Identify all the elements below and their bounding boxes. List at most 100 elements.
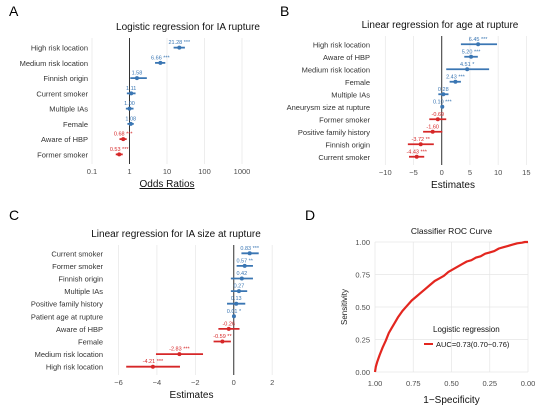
x-tick-label: −6	[114, 378, 123, 387]
estimate-point	[236, 289, 241, 294]
category-label: Aware of HBP	[56, 325, 103, 334]
value-label: -3.72 **	[412, 137, 431, 143]
value-label: -0.69	[432, 112, 445, 118]
x-tick-label: 1	[127, 167, 131, 176]
value-label: 0.57 **	[236, 258, 253, 264]
y-tick-label: 0.75	[355, 271, 370, 280]
estimate-point	[177, 352, 182, 357]
value-label: 1.58	[132, 71, 143, 77]
x-tick-label: 2	[270, 378, 274, 387]
y-tick-label: 1.00	[355, 238, 370, 247]
estimate-point	[220, 339, 225, 344]
category-label: High risk location	[46, 363, 103, 372]
value-label: 4.51 *	[460, 62, 475, 68]
value-label: 0.28	[438, 87, 449, 93]
category-label: Female	[345, 78, 370, 87]
category-label: Multiple IAs	[64, 287, 103, 296]
panel-a-forest-plot: Logistic regression for IA rupture High r…	[20, 22, 261, 190]
x-tick-label: 0.75	[406, 379, 421, 388]
value-label: 6.45 ***	[469, 37, 489, 43]
estimate-point	[117, 152, 122, 157]
estimate-point	[476, 42, 481, 47]
estimate-point	[414, 154, 419, 159]
x-tick-label: 10	[163, 167, 171, 176]
x-tick-label: −2	[191, 378, 200, 387]
estimate-point	[239, 276, 244, 281]
value-label: 0.01 *	[227, 309, 242, 315]
estimate-point	[127, 106, 132, 111]
estimate-point	[231, 314, 236, 319]
y-axis-label: Sensitivity	[340, 289, 349, 325]
estimate-point	[440, 104, 445, 109]
y-tick-label: 0.00	[355, 368, 370, 377]
x-tick-label: 0	[440, 168, 444, 177]
category-label: Female	[63, 120, 88, 129]
x-tick-label: 100	[198, 167, 211, 176]
value-label: 0.83 ***	[240, 246, 260, 252]
y-tick-label: 0.25	[355, 336, 370, 345]
estimate-point	[247, 251, 252, 256]
category-label: High risk location	[313, 40, 370, 49]
category-label: Finnish origin	[58, 275, 103, 284]
estimate-point	[242, 263, 247, 268]
estimate-point	[453, 79, 458, 84]
value-label: -2.83 ***	[169, 347, 190, 353]
x-tick-label: 0.50	[444, 379, 459, 388]
value-label: 1.00	[124, 101, 135, 107]
estimate-point	[150, 364, 155, 369]
chart-title: Classifier ROC Curve	[411, 226, 493, 236]
category-label: Current smoker	[36, 89, 88, 98]
value-label: 6.66 ***	[151, 55, 171, 61]
panel-letter-a: A	[9, 3, 19, 19]
value-label: 2.43 ***	[446, 74, 466, 80]
category-label: Finnish origin	[43, 74, 88, 83]
estimate-point	[469, 54, 474, 59]
legend-title: Logistic regression	[433, 325, 500, 334]
category-label: Aware of HBP	[323, 53, 370, 62]
panel-letter-d: D	[305, 207, 315, 223]
estimate-point	[435, 117, 440, 122]
value-label: -1.60	[426, 124, 439, 130]
value-label: 0.68 ***	[114, 132, 134, 138]
x-tick-label: 0.25	[482, 379, 497, 388]
category-label: Finnish origin	[325, 140, 370, 149]
category-label: Former smoker	[52, 262, 103, 271]
x-axis-label: Estimates	[431, 180, 475, 191]
value-label: 0.42	[236, 271, 247, 277]
x-tick-label: 5	[468, 168, 472, 177]
value-label: 0.27	[234, 284, 245, 290]
value-label: 0.53 ***	[110, 147, 130, 153]
category-label: Medium risk location	[35, 350, 103, 359]
value-label: -0.26	[222, 321, 235, 327]
category-label: Medium risk location	[302, 65, 370, 74]
estimate-point	[418, 142, 423, 147]
category-label: Current smoker	[318, 153, 370, 162]
x-tick-label: 0.1	[87, 167, 97, 176]
panel-letter-b: B	[280, 3, 289, 19]
x-tick-label: −4	[153, 378, 162, 387]
value-label: 0.13	[231, 296, 242, 302]
value-label: 21.28 ***	[168, 40, 191, 46]
chart-title: Linear regression for age at rupture	[362, 20, 519, 31]
category-label: Female	[78, 338, 103, 347]
panel-d-roc-plot: Classifier ROC Curve 0.00 0.25 0.50 0.75 1.00…	[340, 226, 535, 406]
value-label: -0.59 **	[213, 334, 232, 340]
x-tick-label: 0	[232, 378, 236, 387]
value-label: 0.10 ***	[433, 99, 453, 105]
category-label: Multiple IAs	[49, 105, 88, 114]
estimate-point	[441, 92, 446, 97]
x-axis-label: 1−Specificity	[423, 395, 479, 406]
x-tick-label: 0.00	[521, 379, 536, 388]
x-axis-label: Odds Ratios	[139, 179, 194, 190]
category-label: Aware of HBP	[41, 135, 88, 144]
value-label: 1.08	[125, 116, 136, 122]
category-label: Positive family history	[298, 128, 370, 137]
estimate-point	[128, 121, 133, 126]
value-label: -4.21 ***	[143, 359, 164, 365]
category-label: Positive family history	[31, 300, 103, 309]
category-label: Former smoker	[319, 115, 370, 124]
estimate-point	[234, 301, 239, 306]
value-label: -4.43 ***	[406, 149, 427, 155]
estimate-point	[121, 137, 126, 142]
